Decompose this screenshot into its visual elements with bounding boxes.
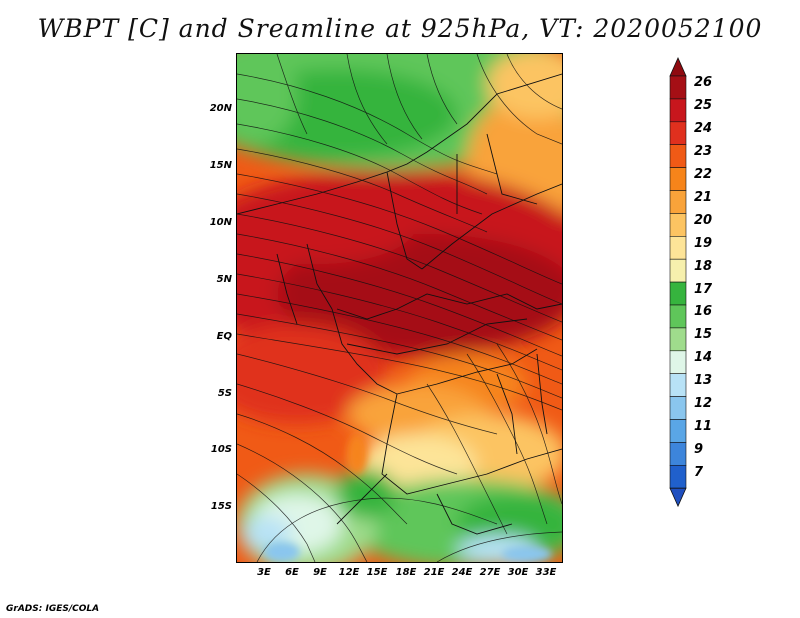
colorbar-label: 15 (694, 327, 713, 343)
x-tick-label: 6E (285, 567, 299, 578)
wbpt-field-map (237, 54, 562, 562)
colorbar-segment (669, 121, 687, 146)
y-tick-label: 5S (217, 388, 232, 399)
colorbar-segment (669, 98, 687, 123)
colorbar-segment (669, 281, 687, 306)
colorbar-label: 18 (694, 258, 713, 274)
colorbar-segment (669, 464, 687, 489)
colorbar-segment (669, 75, 687, 100)
wbpt-shading (237, 54, 562, 562)
colorbar-label: 22 (694, 167, 713, 183)
colorbar-segment (669, 167, 687, 191)
colorbar-label: 20 (694, 212, 713, 228)
x-tick-label: 30E (507, 567, 529, 578)
x-tick-label: 21E (423, 567, 445, 578)
wbpt-cold-spots (264, 434, 552, 562)
x-tick-label: 33E (535, 567, 557, 578)
y-tick-label: 5N (216, 274, 232, 285)
colorbar-label: 13 (694, 373, 713, 389)
colorbar-segment (669, 327, 687, 352)
colorbar (669, 57, 687, 508)
colorbar-label: 21 (694, 189, 713, 205)
map-title: WBPT [C] and Sreamline at 925hPa, VT: 20… (37, 14, 763, 43)
x-tick-label: 27E (479, 567, 501, 578)
y-tick-label: 15N (209, 160, 232, 171)
colorbar-segment (669, 442, 687, 466)
colorbar-segment (669, 304, 687, 329)
y-tick-label: 10S (210, 444, 232, 455)
colorbar-label: 23 (694, 144, 713, 160)
colorbar-label: 16 (694, 304, 713, 320)
x-tick-label: 15E (366, 567, 388, 578)
x-tick-label: 3E (257, 567, 271, 578)
y-tick-label: 10N (209, 217, 232, 228)
colorbar-bottom-arrow (669, 487, 687, 508)
y-tick-label: 20N (209, 103, 232, 114)
x-tick-label: 9E (313, 567, 327, 578)
colorbar-segment (669, 213, 687, 237)
grads-credit: GrADS: IGES/COLA (6, 604, 100, 614)
streamlines (237, 54, 562, 562)
colorbar-segment (669, 190, 687, 214)
colorbar-segment (669, 373, 687, 397)
colorbar-label: 26 (694, 75, 713, 91)
map-panel (236, 53, 563, 563)
colorbar-segment (669, 419, 687, 443)
colorbar-label: 12 (694, 396, 713, 412)
y-tick-label: 15S (210, 501, 232, 512)
colorbar-segment (669, 258, 687, 283)
colorbar-top-arrow (669, 57, 687, 77)
colorbar-label: 24 (694, 121, 713, 137)
y-tick-label: EQ (216, 331, 232, 342)
colorbar-segment (669, 396, 687, 420)
x-tick-label: 18E (395, 567, 417, 578)
x-tick-label: 24E (451, 567, 473, 578)
colorbar-label: 25 (694, 98, 713, 114)
colorbar-label: 11 (694, 418, 713, 434)
colorbar-label: 9 (694, 441, 704, 457)
colorbar-segment (669, 144, 687, 168)
colorbar-label: 7 (694, 464, 704, 480)
colorbar-label: 17 (694, 281, 713, 297)
colorbar-label: 14 (694, 350, 713, 366)
x-tick-label: 12E (338, 567, 360, 578)
colorbar-segment (669, 350, 687, 374)
colorbar-segment (669, 236, 687, 260)
country-borders (237, 73, 562, 535)
colorbar-label: 19 (694, 235, 713, 251)
